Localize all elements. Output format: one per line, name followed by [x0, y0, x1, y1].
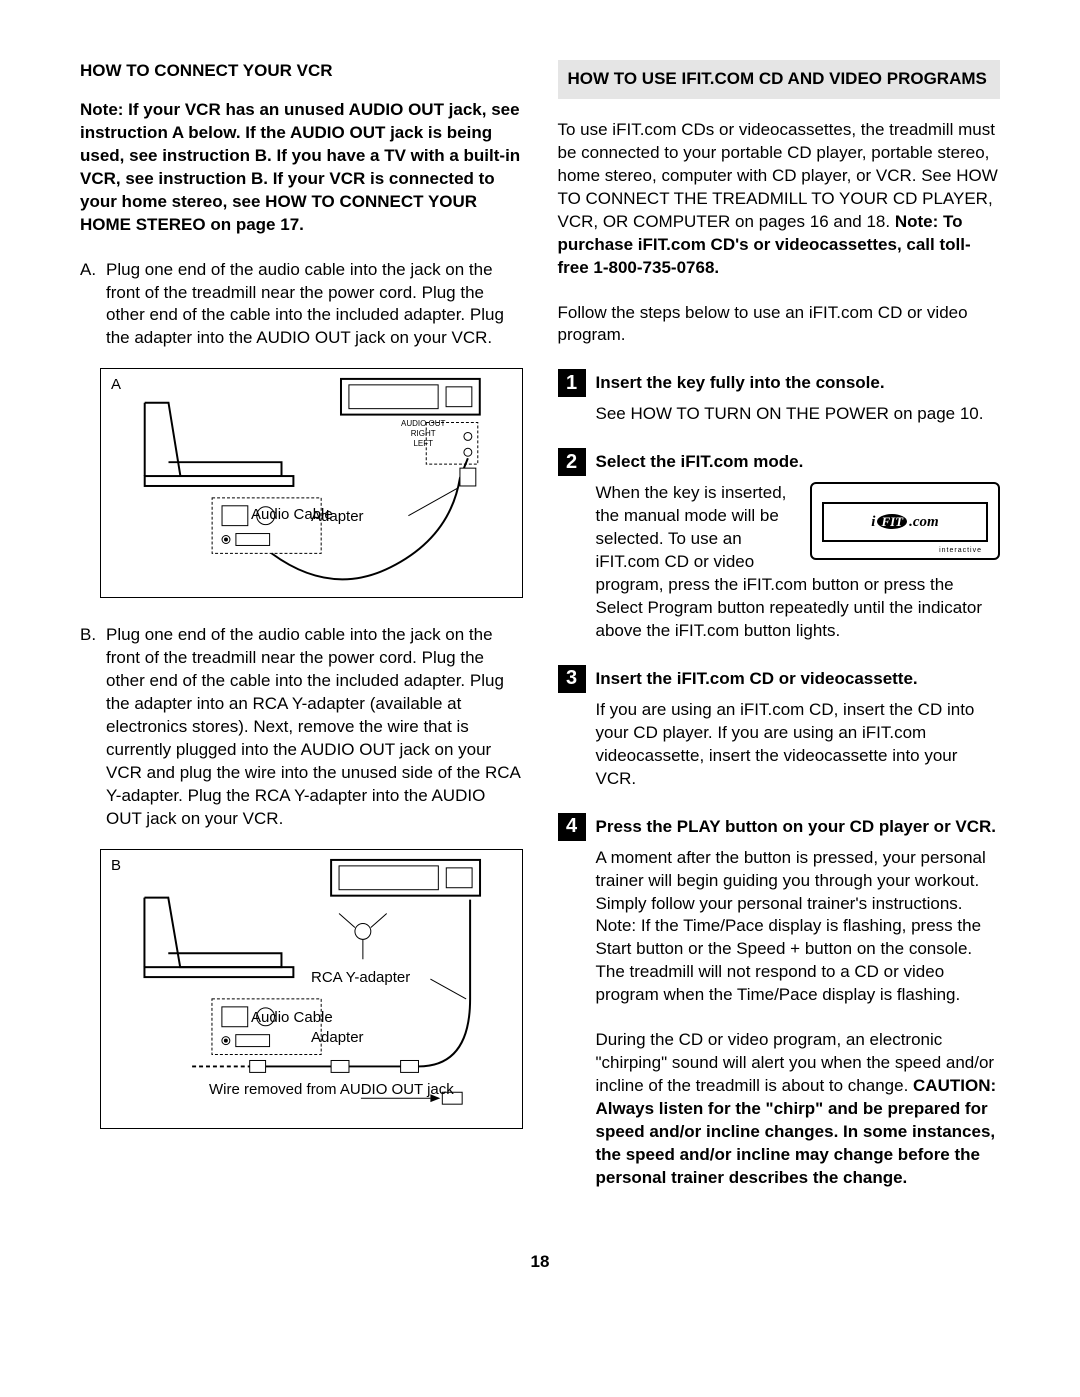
step-4-title: Press the PLAY button on your CD player … — [596, 813, 997, 841]
step-4-body2: During the CD or video program, an elect… — [558, 1029, 1001, 1190]
right-intro1: To use iFIT.com CDs or videocassettes, t… — [558, 119, 1001, 280]
audio-out-label: AUDIO OUT RIGHT LEFT — [401, 419, 445, 448]
page-number: 18 — [0, 1252, 1080, 1302]
right-title: HOW TO USE IFIT.COM CD AND VIDEO PROGRAM… — [558, 60, 1001, 99]
right-text: RIGHT — [411, 429, 436, 438]
instruction-b: B. Plug one end of the audio cable into … — [80, 624, 523, 830]
left-column: HOW TO CONNECT YOUR VCR Note: If your VC… — [80, 60, 523, 1212]
step-1-body: See HOW TO TURN ON THE POWER on page 10. — [558, 403, 1001, 426]
ifit-console-graphic: iFIT.com interactive — [810, 482, 1000, 560]
ifit-logo: iFIT.com — [822, 502, 988, 542]
wire-label: Wire removed from AUDIO OUT jack — [209, 1082, 454, 1099]
step-4-num: 4 — [558, 813, 586, 841]
step-3-title: Insert the iFIT.com CD or videocassette. — [596, 665, 918, 693]
rca-label: RCA Y-adapter — [311, 968, 410, 988]
step-2-title: Select the iFIT.com mode. — [596, 448, 804, 476]
audio-cable-label-b: Audio Cable — [251, 1010, 333, 1027]
page: HOW TO CONNECT YOUR VCR Note: If your VC… — [0, 0, 1080, 1252]
b-text: Plug one end of the audio cable into the… — [106, 624, 523, 830]
adapter-label-a: Adapter — [311, 507, 364, 527]
step-1: 1 Insert the key fully into the console. — [558, 369, 1001, 397]
a-text: Plug one end of the audio cable into the… — [106, 259, 523, 351]
diagram-b: B — [100, 849, 523, 1129]
left-note: Note: If your VCR has an unused AUDIO OU… — [80, 99, 523, 237]
step-2: 2 Select the iFIT.com mode. — [558, 448, 1001, 476]
a-letter: A. — [80, 259, 106, 351]
adapter-label-b: Adapter — [311, 1028, 364, 1048]
step-3-num: 3 — [558, 665, 586, 693]
diagram-b-label: B — [111, 856, 121, 876]
step-3-body: If you are using an iFIT.com CD, insert … — [558, 699, 1001, 791]
audio-out-text: AUDIO OUT — [401, 419, 445, 428]
right-intro2: Follow the steps below to use an iFIT.co… — [558, 302, 1001, 348]
ifit-sub: interactive — [939, 546, 982, 555]
step-4: 4 Press the PLAY button on your CD playe… — [558, 813, 1001, 841]
b-letter: B. — [80, 624, 106, 830]
step-2-body: iFIT.com interactive When the key is ins… — [558, 482, 1001, 643]
diagram-a-label: A — [111, 375, 121, 395]
diagram-a: A — [100, 368, 523, 598]
step-1-num: 1 — [558, 369, 586, 397]
step-1-title: Insert the key fully into the console. — [596, 369, 885, 397]
step-3: 3 Insert the iFIT.com CD or videocassett… — [558, 665, 1001, 693]
instruction-a: A. Plug one end of the audio cable into … — [80, 259, 523, 351]
left-text: LEFT — [413, 439, 433, 448]
diagram-a-svg — [101, 369, 522, 597]
left-title: HOW TO CONNECT YOUR VCR — [80, 60, 523, 83]
step-4-body1: A moment after the button is pressed, yo… — [558, 847, 1001, 1008]
step-2-num: 2 — [558, 448, 586, 476]
right-column: HOW TO USE IFIT.COM CD AND VIDEO PROGRAM… — [558, 60, 1001, 1212]
